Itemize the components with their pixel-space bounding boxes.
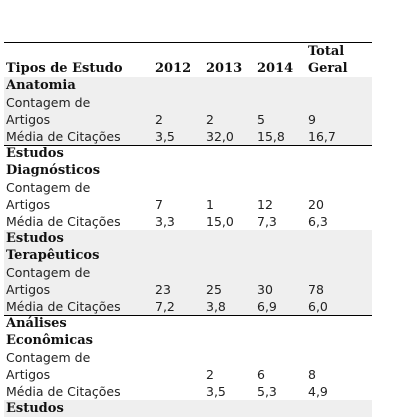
value-2013: 15,0 [206, 214, 234, 229]
header-total-line1: Total [308, 44, 345, 59]
value-2012: 7,2 [155, 299, 175, 314]
header-total-line2: Geral [308, 61, 348, 76]
value-2014: 6 [257, 367, 265, 382]
row-label: Contagem de [6, 350, 91, 365]
table-row: Média de Citações 3,3 15,0 7,3 6,3 [4, 213, 372, 230]
value-total: 16,7 [308, 129, 336, 144]
group-title-row: Análises [4, 315, 372, 332]
value-total: 4,9 [308, 384, 328, 399]
row-label: Média de Citações [6, 384, 121, 399]
value-2014: 30 [257, 282, 273, 297]
value-2013: 32,0 [206, 129, 234, 144]
value-2014: 7,3 [257, 214, 277, 229]
table-row: Média de Citações 3,5 5,3 4,9 [4, 383, 372, 400]
group-title: Anatomia [6, 78, 76, 93]
value-total: 20 [308, 197, 324, 212]
value-2012: 7 [155, 197, 163, 212]
table-row: Artigos 7 1 12 20 [4, 196, 372, 213]
header-2014: 2014 [257, 61, 294, 76]
value-2012: 3,3 [155, 214, 175, 229]
header-row-1: Total [4, 43, 372, 60]
table-row: Contagem de [4, 179, 372, 196]
table-row: Contagem de [4, 94, 372, 111]
group-title: Estudos [6, 231, 64, 246]
table-row: Média de Citações 3,5 32,0 15,8 16,7 [4, 128, 372, 145]
row-label: Artigos [6, 112, 51, 127]
value-2013: 2 [206, 112, 214, 127]
value-total: 6,3 [308, 214, 328, 229]
value-2012: 23 [155, 282, 171, 297]
value-2012: 2 [155, 112, 163, 127]
table-row: Média de Citações 7,2 3,8 6,9 6,0 [4, 298, 372, 315]
value-total: 6,0 [308, 299, 328, 314]
value-2012: 3,5 [155, 129, 175, 144]
row-label: Média de Citações [6, 299, 121, 314]
value-total: 8 [308, 367, 316, 382]
header-study-type: Tipos de Estudo [6, 61, 123, 76]
header-2012: 2012 [155, 61, 192, 76]
group-separator [4, 145, 372, 146]
value-total: 78 [308, 282, 324, 297]
group-title-row: Diagnósticos [4, 162, 372, 179]
table-row: Artigos 23 25 30 78 [4, 281, 372, 298]
group-title-row: Terapêuticos [4, 247, 372, 264]
header-row-2: Tipos de Estudo 2012 2013 2014 Geral [4, 60, 372, 77]
value-2014: 5 [257, 112, 265, 127]
row-label: Contagem de [6, 95, 91, 110]
value-2013: 3,5 [206, 384, 226, 399]
row-label: Contagem de [6, 265, 91, 280]
group-title-row: Anatomia [4, 77, 372, 94]
row-label: Artigos [6, 282, 51, 297]
group-title: Estudos [6, 146, 64, 161]
value-2014: 12 [257, 197, 273, 212]
group-title-row: Estudos [4, 400, 372, 417]
table-top-rule [4, 42, 372, 43]
table-row: Artigos 2 2 5 9 [4, 111, 372, 128]
value-2013: 2 [206, 367, 214, 382]
row-label: Artigos [6, 367, 51, 382]
table-row: Contagem de [4, 264, 372, 281]
group-title-row: Estudos [4, 145, 372, 162]
table-row: Contagem de [4, 349, 372, 366]
value-total: 9 [308, 112, 316, 127]
group-title: Econômicas [6, 333, 93, 348]
row-label: Média de Citações [6, 214, 121, 229]
value-2014: 6,9 [257, 299, 277, 314]
group-title: Estudos [6, 401, 64, 416]
group-title: Diagnósticos [6, 163, 101, 178]
value-2013: 25 [206, 282, 222, 297]
value-2013: 1 [206, 197, 214, 212]
header-2013: 2013 [206, 61, 243, 76]
group-title-row: Econômicas [4, 332, 372, 349]
group-separator [4, 315, 372, 316]
value-2014: 15,8 [257, 129, 285, 144]
row-label: Média de Citações [6, 129, 121, 144]
row-label: Artigos [6, 197, 51, 212]
group-title: Terapêuticos [6, 248, 100, 263]
value-2013: 3,8 [206, 299, 226, 314]
group-title-row: Estudos [4, 230, 372, 247]
value-2014: 5,3 [257, 384, 277, 399]
group-title: Análises [6, 316, 67, 331]
row-label: Contagem de [6, 180, 91, 195]
table-row: Artigos 2 6 8 [4, 366, 372, 383]
